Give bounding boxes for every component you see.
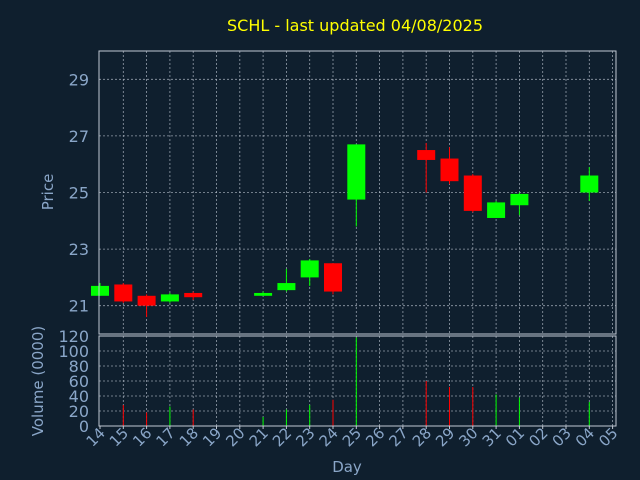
candle-body: [510, 193, 529, 206]
volume-tick-label: 80: [69, 357, 89, 376]
price-tick-label: 27: [69, 127, 89, 146]
volume-axis-label: Volume (0000): [29, 326, 47, 436]
price-tick-label: 23: [69, 240, 89, 259]
volume-tick-label: 0: [79, 417, 89, 436]
volume-tick-label: 120: [58, 327, 89, 346]
candle-body: [277, 283, 296, 291]
candle-body: [324, 263, 342, 292]
price-tick-label: 21: [69, 297, 89, 316]
chart-title: SCHL - last updated 04/08/2025: [227, 16, 483, 35]
candle-body: [300, 260, 319, 278]
candle-body: [347, 144, 366, 200]
candle-body: [114, 284, 133, 302]
candle-body: [440, 158, 459, 182]
candle-body: [254, 292, 273, 296]
volume-tick-label: 20: [69, 402, 89, 421]
candle-body: [580, 175, 599, 193]
price-axis-label: Price: [39, 174, 57, 211]
volume-tick-label: 40: [69, 387, 89, 406]
price-tick-label: 29: [69, 70, 89, 89]
candle-body: [160, 294, 179, 302]
price-panel: 21 23 25 27 29: [69, 50, 617, 335]
volume-tick-label: 60: [69, 372, 89, 391]
candle-body: [184, 292, 203, 298]
price-panel-frame: [98, 50, 617, 335]
candle-body: [417, 150, 436, 160]
volume-panel-frame: [98, 335, 617, 427]
volume-tick-label: 100: [58, 342, 89, 361]
price-tick-label: 25: [69, 184, 89, 203]
candle-body: [137, 295, 156, 306]
x-axis: 1415161718192021222324252627282930310102…: [83, 424, 622, 450]
candle-body: [487, 202, 506, 218]
candle-body: [91, 285, 109, 296]
x-tick-label: 05: [595, 424, 621, 450]
x-axis-label: Day: [332, 458, 362, 476]
candle-body: [463, 175, 482, 211]
